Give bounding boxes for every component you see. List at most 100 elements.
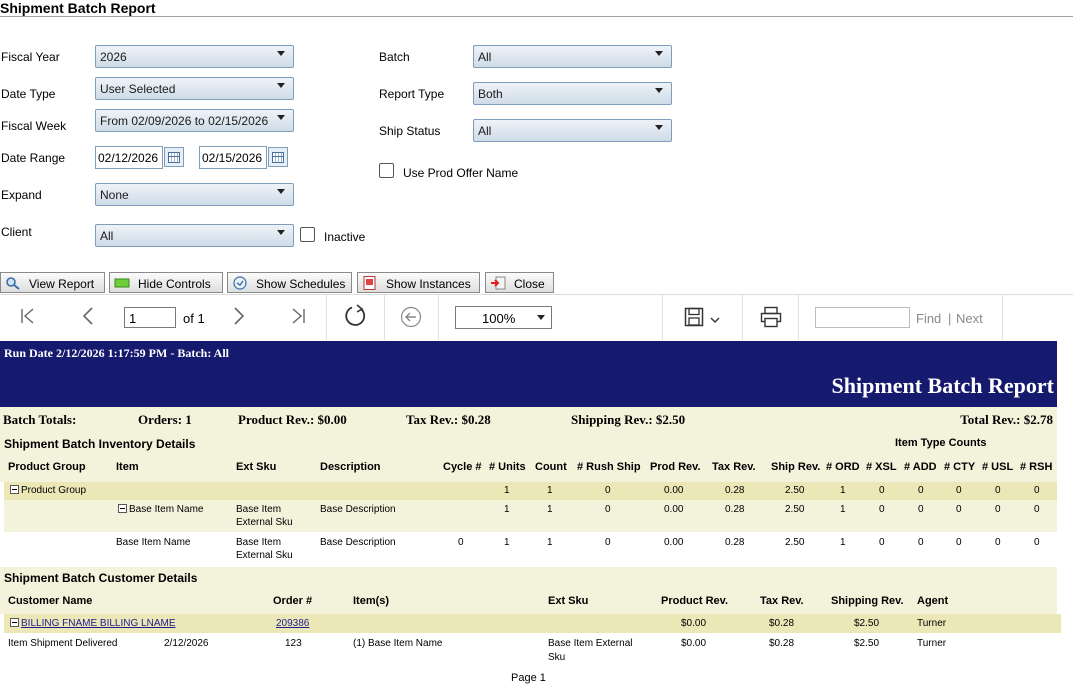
order-number-link[interactable]: 209386 <box>276 618 310 629</box>
detail-units: 1 <box>504 537 510 548</box>
item-name: Base Item Name <box>129 504 204 515</box>
client-select[interactable]: All <box>95 224 294 247</box>
close-button[interactable]: Close <box>485 272 554 293</box>
fiscal-week-select[interactable]: From 02/09/2026 to 02/15/2026 <box>95 109 294 132</box>
show-instances-label: Show Instances <box>386 277 471 291</box>
refresh-icon <box>345 304 366 326</box>
last-page-button[interactable] <box>288 306 308 329</box>
shipping-rev-total: Shipping Rev.: $2.50 <box>571 412 686 427</box>
show-schedules-button[interactable]: Show Schedules <box>227 272 352 293</box>
zoom-select[interactable]: 100% <box>455 306 552 329</box>
page-number-input[interactable]: 1 <box>124 307 176 328</box>
date-to-input[interactable]: 02/15/2026 <box>199 146 267 169</box>
next-page-button[interactable] <box>229 306 249 329</box>
exit-icon <box>490 276 506 290</box>
chevron-down-icon <box>277 189 285 194</box>
tax-rev-total: Tax Rev.: $0.28 <box>406 412 491 427</box>
fiscal-year-value: 2026 <box>100 50 127 64</box>
expand-select[interactable]: None <box>95 183 294 206</box>
use-prod-offer-checkbox[interactable] <box>379 163 394 178</box>
detail-cycle: 0 <box>458 537 464 548</box>
collapse-icon <box>118 504 127 513</box>
item-ship: 2.50 <box>785 504 805 515</box>
date-type-value: User Selected <box>100 82 176 96</box>
detail-tax: 0.28 <box>725 537 745 548</box>
hide-controls-button[interactable]: Hide Controls <box>109 272 223 293</box>
zoom-value: 100% <box>482 311 516 326</box>
date-to-calendar-button[interactable] <box>268 147 288 167</box>
find-next-button[interactable]: Next <box>956 311 983 326</box>
report-type-label: Report Type <box>379 87 445 101</box>
export-button[interactable] <box>684 307 724 332</box>
toolbar-separator <box>384 294 385 340</box>
report-title: Shipment Batch Report <box>831 373 1054 398</box>
inactive-checkbox[interactable] <box>300 227 315 242</box>
col-ord: # ORD <box>826 461 860 473</box>
item-toggle[interactable]: Base Item Name <box>118 504 203 515</box>
page-footer: Page 1 <box>511 672 546 684</box>
back-button[interactable] <box>400 306 422 331</box>
fiscal-week-label: Fiscal Week <box>1 119 67 133</box>
group-toggle[interactable]: Product Group <box>10 485 86 496</box>
customer-name-link[interactable]: BILLING FNAME BILLING LNAME <box>21 618 176 629</box>
last-page-icon <box>292 308 305 324</box>
chevron-down-icon <box>655 51 663 56</box>
date-from-calendar-button[interactable] <box>164 147 184 167</box>
find-separator: | <box>948 311 952 326</box>
group-cty: 0 <box>956 485 962 496</box>
group-tax: 0.28 <box>725 485 745 496</box>
detail-description: Base Description <box>320 537 396 548</box>
customer-toggle[interactable]: BILLING FNAME BILLING LNAME <box>10 618 176 629</box>
find-input[interactable] <box>815 307 910 328</box>
group-rsh: 0 <box>1034 485 1040 496</box>
col-usl: # USL <box>982 461 1014 473</box>
date-from-input[interactable]: 02/12/2026 <box>95 146 163 169</box>
group-usl: 0 <box>995 485 1001 496</box>
col-units: # Units <box>489 461 526 473</box>
toolbar-separator <box>326 294 327 340</box>
product-rev-total: Product Rev.: $0.00 <box>238 412 347 427</box>
inventory-item-row <box>4 500 1057 532</box>
previous-page-button[interactable] <box>78 306 98 329</box>
detail-rush: 0 <box>605 537 611 548</box>
first-page-icon <box>21 308 34 324</box>
chevron-down-icon <box>277 83 285 88</box>
col-description: Description <box>320 461 381 473</box>
print-button[interactable] <box>760 306 782 331</box>
first-page-button[interactable] <box>18 306 38 329</box>
expand-label: Expand <box>1 188 42 202</box>
shipment-order: 123 <box>285 638 302 649</box>
document-icon <box>362 276 378 290</box>
col-customer-name: Customer Name <box>8 595 93 607</box>
col-cust-tax-rev: Tax Rev. <box>760 595 804 607</box>
shipment-status: Item Shipment Delivered <box>8 638 118 649</box>
fiscal-year-select[interactable]: 2026 <box>95 45 294 68</box>
detail-add: 0 <box>918 537 924 548</box>
date-type-select[interactable]: User Selected <box>95 77 294 100</box>
inventory-group-row <box>4 482 1057 500</box>
shipment-shipping-rev: $2.50 <box>854 638 880 649</box>
chevron-down-icon <box>277 230 285 235</box>
shipment-items: (1) Base Item Name <box>353 638 443 649</box>
batch-select[interactable]: All <box>473 45 672 68</box>
show-instances-button[interactable]: Show Instances <box>357 272 480 293</box>
chevron-down-icon <box>655 125 663 130</box>
col-order-number: Order # <box>273 595 313 607</box>
refresh-button[interactable] <box>343 304 367 331</box>
ship-status-label: Ship Status <box>379 124 441 138</box>
item-usl: 0 <box>995 504 1001 515</box>
report-type-select[interactable]: Both <box>473 82 672 105</box>
ship-status-select[interactable]: All <box>473 119 672 142</box>
find-button[interactable]: Find <box>916 311 942 326</box>
item-rsh: 0 <box>1034 504 1040 515</box>
item-ext-sku-line1: Base Item <box>236 504 282 515</box>
chevron-down-icon <box>537 315 545 320</box>
col-rush-ship: # Rush Ship <box>577 461 641 473</box>
group-prod: 0.00 <box>664 485 684 496</box>
collapse-icon <box>10 618 19 627</box>
customer-header-bg <box>0 567 1057 614</box>
item-prod: 0.00 <box>664 504 684 515</box>
view-report-button[interactable]: View Report <box>0 272 105 293</box>
report-type-value: Both <box>478 87 503 101</box>
batch-label: Batch <box>379 50 410 64</box>
